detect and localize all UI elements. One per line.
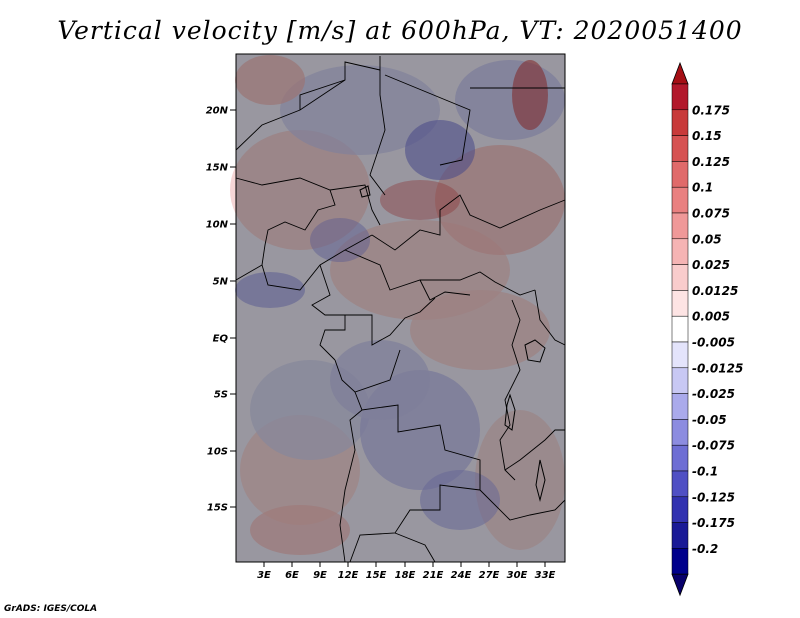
lat-tick-label: EQ: [213, 334, 229, 345]
lake-victoria: [524, 339, 546, 363]
colorbar-segment: [671, 290, 689, 317]
chart-title: Vertical velocity [m/s] at 600hPa, VT: 2…: [57, 16, 743, 45]
border-line: [394, 532, 436, 563]
border-line: [349, 484, 481, 563]
colorbar-segment: [671, 444, 689, 472]
lat-tick-label: 10N: [206, 220, 229, 231]
border-line: [479, 489, 566, 521]
border-line: [299, 79, 346, 110]
lake-malawi: [535, 459, 546, 502]
border-line: [261, 189, 336, 266]
lat-tick-label: 20N: [206, 106, 229, 117]
lakes: [359, 185, 546, 502]
colorbar-label: 0.005: [692, 310, 730, 324]
colorbar-label: -0.05: [692, 413, 727, 427]
colorbar-segment: [671, 341, 689, 369]
colorbar-segment: [671, 496, 689, 523]
field-speckle: [236, 54, 565, 562]
lon-tick-label: 3E: [257, 570, 271, 581]
colorbar-segment: [671, 83, 689, 111]
border-line: [345, 297, 436, 346]
lake-tanganyika: [504, 393, 516, 431]
border-line: [339, 409, 363, 563]
border-line: [499, 299, 521, 481]
lon-tick-label: 18E: [395, 570, 416, 581]
colorbar-label: -0.125: [692, 490, 735, 504]
colorbar-label: -0.025: [692, 387, 735, 401]
colorbar-label: -0.075: [692, 439, 735, 453]
border-line: [384, 74, 471, 166]
velocity-field: [230, 54, 565, 562]
lon-tick-label: 15E: [366, 570, 387, 581]
colorbar-segment: [671, 470, 689, 498]
colorbar-segment: [671, 393, 689, 420]
lon-axis: 3E 6E 9E 12E 15E 18E 21E 24E 27E 30E 33E: [257, 562, 556, 581]
colorbar-label: -0.005: [692, 336, 735, 350]
colorbar-bottom-arrow: [671, 573, 689, 597]
credit-label: GrADS: IGES/COLA: [4, 604, 98, 614]
border-line: [344, 249, 536, 296]
border-line: [354, 391, 481, 490]
lon-tick-label: 21E: [423, 570, 444, 581]
border-line: [534, 289, 566, 346]
colorbar-label: -0.175: [692, 516, 735, 530]
lon-tick-label: 27E: [479, 570, 500, 581]
lon-tick-label: 30E: [507, 570, 528, 581]
border-line: [311, 264, 345, 316]
colorbar-segment: [671, 212, 689, 240]
lat-tick-label: 10S: [207, 447, 228, 458]
border-line: [371, 194, 566, 251]
lon-tick-label: 33E: [535, 570, 556, 581]
colorbar-segment: [671, 315, 689, 343]
lake-chad: [359, 185, 371, 198]
colorbar-segment: [671, 135, 689, 162]
colorbar-segment: [671, 264, 689, 291]
lat-tick-label: 5S: [214, 390, 228, 401]
colorbar-label: 0.125: [692, 155, 730, 169]
colorbar-segment: [671, 548, 689, 575]
border-line: [319, 315, 346, 361]
colorbar-segment: [671, 367, 689, 394]
border-line: [235, 264, 263, 281]
colorbar-label: 0.0125: [692, 284, 738, 298]
border-line: [261, 234, 373, 291]
colorbar-label: 0.075: [692, 207, 730, 221]
country-borders: [235, 56, 566, 563]
colorbar-segment: [671, 186, 689, 214]
colorbar-label: 0.1: [692, 181, 713, 195]
colorbar-label: 0.175: [692, 103, 730, 117]
colorbar-segment: [671, 109, 689, 136]
lat-axis: 20N 15N 10N 5N EQ 5S 10S 15S: [206, 106, 236, 514]
colorbar-label: 0.025: [692, 258, 730, 272]
colorbar-label: -0.1: [692, 465, 718, 479]
lat-tick-label: 15N: [206, 163, 229, 174]
border-line: [369, 70, 386, 196]
lon-tick-label: 9E: [313, 570, 327, 581]
colorbar-label: -0.2: [692, 542, 718, 556]
border-line: [504, 429, 565, 471]
lat-tick-label: 15S: [207, 503, 228, 514]
colorbar-top-arrow: [671, 61, 689, 85]
colorbar-segment: [671, 419, 689, 446]
colorbar-label: 0.05: [692, 232, 722, 246]
map-frame: [235, 53, 566, 563]
lat-tick-label: 5N: [213, 277, 229, 288]
lon-tick-label: 24E: [451, 570, 472, 581]
colorbar-segment: [671, 238, 689, 265]
colorbar-segment: [671, 161, 689, 188]
lon-tick-label: 12E: [338, 570, 359, 581]
colorbar-segment: [671, 522, 689, 549]
colorbar-label: 0.15: [692, 129, 722, 143]
lon-tick-label: 6E: [285, 570, 299, 581]
border-line: [419, 279, 471, 301]
colorbar: 0.175 0.15 0.125 0.1 0.075 0.05 0.025 0.0125 0.0…: [671, 61, 743, 597]
colorbar-label: -0.0125: [692, 361, 743, 375]
